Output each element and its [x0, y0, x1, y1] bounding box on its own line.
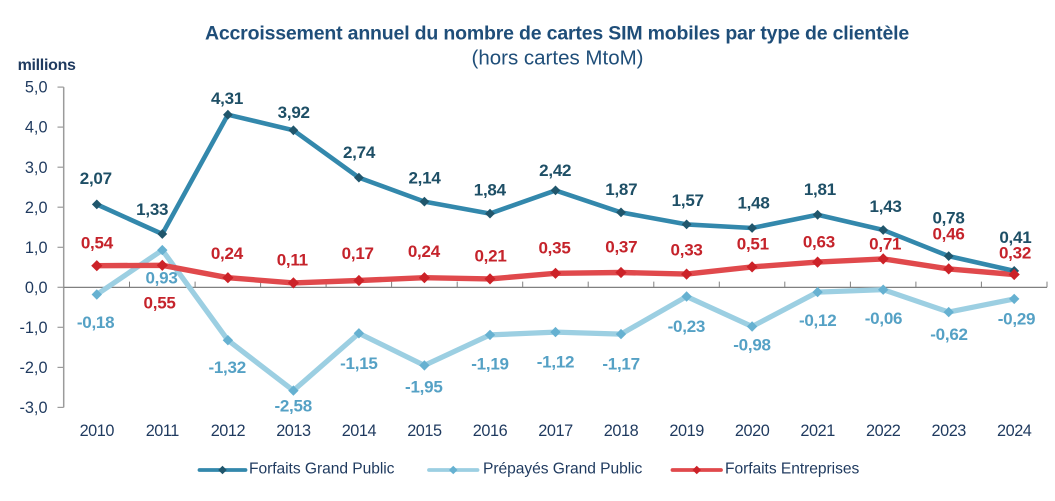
svg-text:0,24: 0,24 [408, 242, 441, 261]
svg-text:-0,12: -0,12 [799, 311, 837, 330]
svg-text:0,33: 0,33 [671, 241, 703, 260]
svg-text:2017: 2017 [538, 422, 573, 440]
svg-text:2010: 2010 [80, 422, 115, 440]
svg-text:Forfaits Entreprises: Forfaits Entreprises [725, 460, 859, 477]
svg-text:-1,15: -1,15 [340, 354, 378, 373]
svg-text:-1,17: -1,17 [602, 355, 640, 374]
svg-text:0,37: 0,37 [605, 238, 637, 257]
svg-text:-1,12: -1,12 [537, 352, 575, 371]
svg-text:2016: 2016 [473, 422, 508, 440]
svg-text:1,81: 1,81 [804, 180, 836, 199]
svg-text:0,51: 0,51 [737, 235, 769, 254]
svg-text:2019: 2019 [669, 422, 704, 440]
svg-text:0,32: 0,32 [999, 244, 1031, 263]
svg-text:-2,58: -2,58 [274, 397, 312, 416]
svg-text:0,55: 0,55 [144, 294, 176, 313]
svg-text:0,35: 0,35 [538, 238, 570, 257]
svg-text:0,78: 0,78 [932, 209, 964, 228]
svg-text:0,63: 0,63 [803, 232, 835, 251]
svg-text:-1,95: -1,95 [405, 377, 443, 396]
svg-text:2013: 2013 [276, 422, 311, 440]
svg-text:0,11: 0,11 [277, 251, 308, 270]
svg-text:2022: 2022 [866, 422, 901, 440]
svg-text:3,92: 3,92 [278, 103, 310, 122]
svg-text:-0,98: -0,98 [733, 335, 771, 354]
svg-text:-1,19: -1,19 [471, 355, 509, 374]
svg-text:0,93: 0,93 [145, 269, 177, 288]
svg-text:5,0: 5,0 [25, 79, 48, 97]
svg-text:3,0: 3,0 [25, 159, 48, 177]
svg-text:2,07: 2,07 [80, 169, 112, 188]
svg-text:2,42: 2,42 [539, 161, 571, 180]
svg-text:0,41: 0,41 [999, 228, 1031, 247]
svg-text:Prépayés Grand Public: Prépayés Grand Public [483, 460, 643, 477]
svg-text:-3,0: -3,0 [19, 399, 47, 417]
svg-text:4,31: 4,31 [211, 89, 243, 108]
svg-text:-0,29: -0,29 [998, 310, 1036, 329]
svg-text:Accroissement annuel du nombre: Accroissement annuel du nombre de cartes… [205, 23, 909, 45]
svg-text:0,0: 0,0 [25, 279, 48, 297]
svg-text:2011: 2011 [146, 422, 180, 440]
svg-text:-0,06: -0,06 [865, 309, 903, 328]
svg-text:-0,18: -0,18 [77, 313, 115, 332]
svg-text:1,43: 1,43 [870, 197, 902, 216]
svg-text:2023: 2023 [931, 422, 966, 440]
svg-text:-0,62: -0,62 [930, 325, 968, 344]
svg-text:1,57: 1,57 [672, 191, 704, 210]
svg-text:2021: 2021 [800, 422, 835, 440]
svg-text:2,74: 2,74 [343, 143, 376, 162]
svg-text:2024: 2024 [997, 422, 1032, 440]
svg-text:millions: millions [18, 57, 76, 74]
svg-text:2020: 2020 [735, 422, 770, 440]
svg-text:0,21: 0,21 [474, 247, 506, 266]
svg-text:0,71: 0,71 [869, 235, 901, 254]
svg-text:1,48: 1,48 [737, 194, 769, 213]
svg-text:-2,0: -2,0 [19, 359, 47, 377]
svg-text:2018: 2018 [604, 422, 639, 440]
svg-text:-0,23: -0,23 [668, 317, 706, 336]
svg-text:2,0: 2,0 [25, 199, 48, 217]
svg-text:2015: 2015 [407, 422, 442, 440]
svg-text:4,0: 4,0 [25, 119, 48, 137]
svg-text:Forfaits Grand Public: Forfaits Grand Public [249, 460, 395, 477]
svg-text:(hors cartes MtoM): (hors cartes MtoM) [472, 46, 644, 69]
svg-text:0,17: 0,17 [342, 244, 374, 263]
svg-text:0,46: 0,46 [932, 224, 964, 243]
svg-text:-1,32: -1,32 [208, 358, 246, 377]
svg-text:1,87: 1,87 [605, 180, 637, 199]
svg-text:1,84: 1,84 [474, 181, 507, 200]
svg-text:1,33: 1,33 [136, 200, 168, 219]
svg-text:0,54: 0,54 [81, 234, 114, 253]
svg-text:2014: 2014 [342, 422, 377, 440]
svg-text:0,24: 0,24 [211, 244, 244, 263]
svg-text:1,0: 1,0 [25, 239, 48, 257]
svg-text:2,14: 2,14 [408, 168, 441, 187]
svg-text:2012: 2012 [211, 422, 246, 440]
svg-text:-1,0: -1,0 [19, 319, 47, 337]
